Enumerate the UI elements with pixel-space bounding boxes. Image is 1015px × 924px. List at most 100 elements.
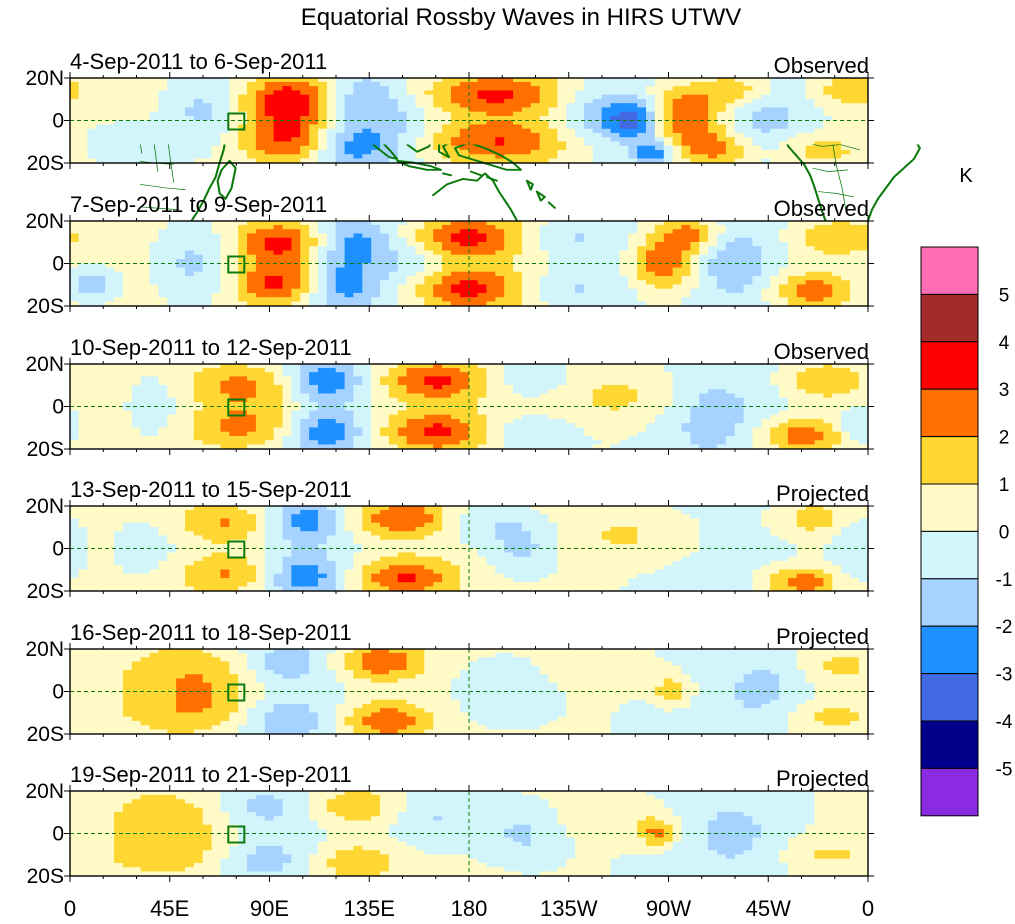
- field-cell: [734, 120, 754, 126]
- field-cell: [264, 652, 310, 658]
- field-cell: [176, 703, 213, 709]
- field-cell: [477, 657, 532, 663]
- field-cell: [353, 367, 372, 373]
- field-cell: [371, 725, 408, 731]
- field-cell: [380, 522, 425, 528]
- field-cell: [344, 423, 355, 429]
- field-cell: [672, 837, 683, 843]
- field-cell: [238, 241, 248, 247]
- field-cell: [202, 816, 230, 822]
- field-cell: [158, 649, 204, 654]
- field-cell: [557, 552, 691, 558]
- field-cell: [87, 526, 124, 532]
- field-cell: [681, 137, 718, 143]
- field-cell: [122, 686, 177, 692]
- field-cell: [495, 535, 532, 541]
- field-cell: [167, 539, 213, 545]
- field-cell: [787, 258, 868, 264]
- field-cell: [149, 250, 186, 256]
- field-cell: [78, 522, 124, 528]
- field-cell: [87, 565, 124, 571]
- field-cell: [557, 154, 594, 160]
- field-cell: [220, 799, 248, 805]
- field-cell: [548, 720, 612, 726]
- field-cell: [849, 708, 868, 714]
- field-cell: [433, 716, 470, 722]
- field-cell: [495, 137, 505, 143]
- field-cell: [344, 124, 408, 130]
- field-cell: [78, 573, 186, 579]
- field-cell: [193, 506, 239, 511]
- field-cell: [238, 649, 275, 654]
- y-tick-label: 20N: [25, 210, 64, 233]
- field-cell: [202, 850, 230, 856]
- field-cell: [557, 128, 576, 134]
- field-cell: [646, 258, 683, 264]
- field-cell: [734, 854, 780, 860]
- field-cell: [849, 573, 868, 579]
- field-cell: [122, 708, 177, 714]
- field-cell: [566, 833, 638, 839]
- field-cell: [122, 699, 177, 705]
- field-cell: [637, 431, 691, 437]
- field-cell: [238, 246, 248, 252]
- field-cell: [486, 725, 541, 731]
- field-cell: [309, 81, 328, 87]
- field-cell: [433, 233, 452, 239]
- field-cell: [184, 582, 248, 588]
- field-cell: [406, 280, 425, 286]
- field-cell: [610, 720, 789, 726]
- field-cell: [291, 237, 301, 243]
- field-cell: [779, 364, 824, 369]
- field-cell: [823, 90, 868, 96]
- field-cell: [637, 154, 665, 160]
- field-cell: [309, 376, 346, 382]
- field-cell: [841, 145, 868, 151]
- field-cell: [530, 824, 567, 830]
- field-cell: [247, 535, 266, 541]
- field-cell: [486, 556, 558, 562]
- field-cell: [450, 141, 496, 147]
- field-cell: [344, 115, 408, 121]
- field-cell: [344, 509, 363, 515]
- field-cell: [176, 263, 204, 269]
- field-cell: [779, 229, 807, 235]
- field-cell: [353, 649, 372, 654]
- field-cell: [442, 107, 470, 113]
- field-cell: [805, 367, 851, 373]
- field-cell: [637, 833, 656, 839]
- field-cell: [849, 149, 868, 155]
- field-cell: [424, 729, 612, 734]
- field-cell: [397, 577, 417, 583]
- field-cell: [787, 401, 868, 407]
- field-cell: [779, 237, 807, 243]
- colorbar-tick-label: 3: [999, 380, 1010, 401]
- colorbar-swatch: [920, 483, 979, 532]
- field-cell: [309, 280, 319, 286]
- field-cell: [220, 573, 230, 579]
- field-cell: [238, 128, 257, 134]
- y-tick-label: 0: [52, 396, 64, 419]
- field-cell: [282, 803, 310, 809]
- field-cell: [654, 271, 674, 277]
- field-cell: [300, 221, 319, 226]
- field-cell: [87, 543, 115, 549]
- field-cell: [291, 86, 319, 92]
- field-cell: [202, 98, 230, 104]
- field-cell: [300, 364, 355, 369]
- field-cell: [326, 233, 337, 239]
- field-cell: [380, 280, 408, 286]
- field-cell: [468, 506, 532, 511]
- field-cell: [229, 716, 248, 722]
- field-cell: [504, 867, 558, 873]
- field-cell: [468, 661, 532, 667]
- field-cell: [477, 364, 505, 369]
- field-cell: [105, 284, 124, 290]
- x-axis-labels: 0 45E 90E 135E 180 135W 90W 45W 0: [64, 896, 874, 921]
- field-cell: [442, 241, 461, 247]
- field-cell: [424, 565, 461, 571]
- field-cell: [761, 271, 780, 277]
- field-cell: [504, 828, 532, 834]
- field-cell: [708, 98, 736, 104]
- field-cell: [841, 98, 868, 104]
